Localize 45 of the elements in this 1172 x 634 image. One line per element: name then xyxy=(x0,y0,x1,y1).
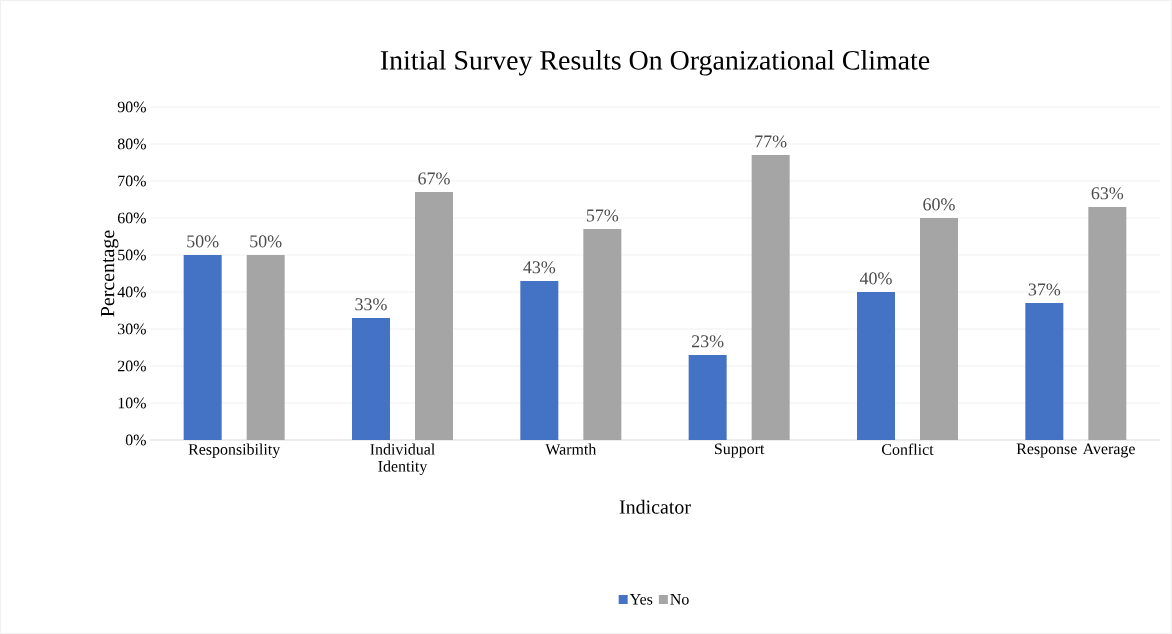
y-tick-label: 50% xyxy=(118,249,146,261)
x-tick-label: Response Average xyxy=(1016,443,1135,458)
data-label: 77% xyxy=(755,135,787,148)
data-label: 40% xyxy=(859,272,892,285)
bar xyxy=(1025,303,1064,440)
data-label: 50% xyxy=(187,235,219,248)
x-tick-label: Conflict xyxy=(882,443,934,455)
y-tick-label: 60% xyxy=(117,212,146,224)
y-tick-label: 20% xyxy=(117,360,146,372)
data-label: 50% xyxy=(250,235,282,248)
data-label: 67% xyxy=(418,172,450,185)
bar xyxy=(583,229,622,440)
bar xyxy=(856,292,895,440)
legend-label: No xyxy=(670,594,689,605)
bar xyxy=(751,155,790,440)
data-label: 43% xyxy=(523,261,556,274)
y-tick-label: 0% xyxy=(125,434,146,446)
data-label: 63% xyxy=(1091,187,1124,200)
bar xyxy=(1088,206,1127,440)
y-axis-title: Percentage xyxy=(101,230,119,317)
y-tick-label: 40% xyxy=(117,286,146,298)
legend-label: Yes xyxy=(629,594,653,605)
x-tick-label: Warmth xyxy=(545,443,597,455)
x-axis-title: Indicator xyxy=(619,499,691,514)
y-tick-label: 10% xyxy=(118,397,146,409)
y-tick-label: 80% xyxy=(117,138,146,150)
bar xyxy=(520,280,559,440)
data-label: 23% xyxy=(692,335,724,348)
bar xyxy=(415,192,453,440)
bar xyxy=(246,255,285,440)
data-label: 60% xyxy=(923,198,955,211)
data-label: 33% xyxy=(355,298,387,311)
bar xyxy=(688,354,727,440)
chart-title: Initial Survey Results On Organizational Climate xyxy=(380,50,930,76)
data-label: 57% xyxy=(586,209,619,222)
y-tick-label: 90% xyxy=(117,101,146,113)
y-tick-label: 70% xyxy=(118,175,146,187)
x-tick-label: Individual Identity xyxy=(370,443,435,475)
bar xyxy=(183,255,222,440)
bar xyxy=(352,317,390,440)
x-tick-label: Responsibility xyxy=(188,443,281,459)
y-tick-label: 30% xyxy=(118,323,146,335)
x-tick-label: Support xyxy=(714,443,765,458)
bar xyxy=(919,218,958,440)
data-label: 37% xyxy=(1028,283,1061,296)
